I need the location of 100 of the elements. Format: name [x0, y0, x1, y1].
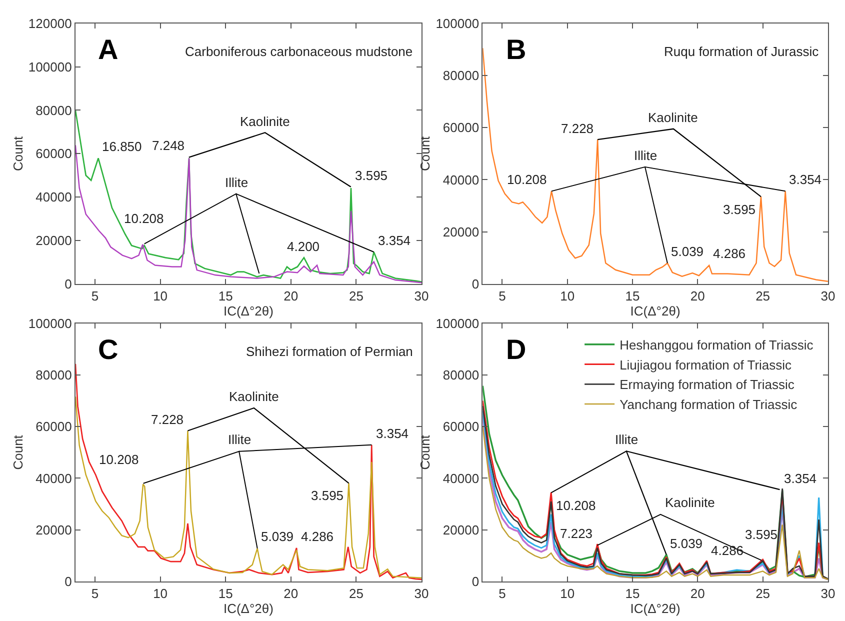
x-tick-label: 30: [820, 586, 836, 602]
y-tick-label: 20000: [36, 233, 72, 248]
x-tick-label: 15: [218, 288, 233, 304]
annotation: 4.286: [711, 543, 744, 558]
annotation: 7.223: [560, 526, 593, 541]
y-tick-label: 80000: [442, 368, 480, 383]
x-tick-label: 20: [690, 288, 705, 304]
annotation: Illite: [228, 432, 252, 447]
annotation: 16.850: [102, 139, 142, 154]
annotation: Kaolinite: [240, 114, 290, 129]
y-tick-label: 60000: [36, 146, 72, 162]
x-tick-label: 5: [498, 586, 506, 602]
annotation: 3.595: [745, 527, 778, 542]
annotation: 7.228: [151, 412, 184, 427]
annotation: 10.208: [124, 211, 164, 226]
y-axis-title: Count: [418, 434, 433, 470]
legend-label: Yanchang formation of Triassic: [620, 397, 798, 412]
annotation: 10.208: [556, 498, 596, 513]
x-tick-label: 25: [348, 288, 364, 304]
y-tick-label: 0: [472, 276, 480, 292]
y-tick-label: 60000: [442, 419, 480, 434]
line-series: [75, 363, 422, 580]
x-tick-label: 20: [284, 586, 298, 602]
annotation: 3.354: [789, 172, 822, 187]
annotation: 3.354: [378, 233, 411, 248]
annotation: 3.595: [723, 202, 756, 217]
legend-label: Ermaying formation of Triassic: [620, 377, 795, 392]
annotation: 4.286: [301, 529, 334, 544]
x-tick-label: 15: [625, 288, 640, 304]
legend-label: Heshanggou formation of Triassic: [620, 337, 814, 352]
annotation: 5.039: [670, 536, 703, 551]
x-tick-label: 5: [91, 586, 99, 602]
x-tick-label: 15: [218, 586, 233, 602]
y-tick-label: 60000: [36, 419, 72, 434]
text: Shihezi formation of Permian: [246, 344, 413, 359]
x-axis-title: IC(Δ°2θ): [630, 601, 680, 616]
line-series: [75, 110, 422, 282]
y-tick-label: 100000: [28, 316, 72, 331]
x-tick-label: 30: [414, 586, 429, 602]
x-axis-title: IC(Δ°2θ): [630, 304, 680, 319]
annotation: Illite: [634, 148, 658, 163]
annotation: 3.354: [784, 471, 817, 486]
annotation: 7.248: [152, 138, 185, 153]
annotation: Kaolinite: [665, 495, 715, 510]
x-tick-label: 30: [414, 288, 429, 304]
y-tick-label: 20000: [442, 522, 480, 538]
y-tick-label: 80000: [442, 68, 480, 84]
text: Carboniferous carbonaceous mudstone: [185, 44, 413, 59]
chart-title: C: [98, 334, 118, 365]
y-tick-label: 40000: [442, 470, 480, 486]
annotation: Illite: [615, 432, 638, 447]
x-tick-label: 10: [153, 586, 168, 602]
chart-title: A: [98, 34, 118, 65]
y-tick-label: 80000: [36, 368, 72, 383]
y-tick-label: 100000: [436, 16, 480, 31]
y-tick-label: 0: [472, 574, 480, 590]
y-axis-title: Count: [418, 136, 433, 172]
annotation: 10.208: [507, 172, 547, 187]
y-tick-label: 100000: [436, 316, 480, 331]
annotation: 5.039: [261, 529, 294, 544]
annotation: 10.208: [99, 452, 139, 467]
y-tick-label: 20000: [442, 224, 480, 240]
chart-title: B: [506, 34, 526, 65]
legend-label: Liujiagou formation of Triassic: [620, 357, 792, 372]
chart-title: D: [506, 334, 526, 365]
x-tick-label: 25: [348, 586, 364, 602]
annotation: 3.595: [311, 488, 344, 503]
annotation: 4.286: [713, 246, 746, 261]
annotation: Illite: [225, 175, 248, 190]
annotation: 4.200: [287, 239, 320, 254]
x-tick-label: 10: [153, 288, 168, 304]
annotation: 7.228: [561, 121, 594, 136]
y-tick-label: 120000: [28, 16, 72, 31]
x-tick-label: 5: [91, 288, 99, 304]
y-axis-title: Count: [10, 136, 26, 172]
x-tick-label: 20: [690, 586, 705, 602]
annotation: 3.595: [355, 168, 388, 183]
annotation: 3.354: [376, 426, 409, 441]
x-tick-label: 15: [625, 586, 640, 602]
x-tick-label: 10: [560, 288, 575, 304]
y-tick-label: 20000: [36, 522, 72, 538]
annotation: Kaolinite: [229, 389, 279, 404]
annotation: 5.039: [671, 244, 704, 259]
x-axis-title: IC(Δ°2θ): [223, 601, 274, 616]
y-tick-label: 60000: [442, 120, 480, 136]
x-tick-label: 30: [820, 288, 836, 304]
annotation: Kaolinite: [648, 110, 698, 125]
y-tick-label: 100000: [28, 59, 72, 74]
y-tick-label: 40000: [36, 190, 72, 205]
y-tick-label: 0: [64, 574, 72, 590]
text: Ruqu formation of Jurassic: [664, 44, 820, 59]
x-tick-label: 5: [498, 288, 506, 304]
y-axis-title: Count: [10, 434, 26, 470]
y-tick-label: 40000: [442, 172, 480, 188]
x-axis-title: IC(Δ°2θ): [223, 304, 274, 319]
y-tick-label: 40000: [36, 470, 72, 486]
x-tick-label: 25: [756, 288, 770, 304]
x-tick-label: 20: [284, 288, 298, 304]
x-tick-label: 10: [560, 586, 575, 602]
y-tick-label: 80000: [36, 102, 72, 118]
